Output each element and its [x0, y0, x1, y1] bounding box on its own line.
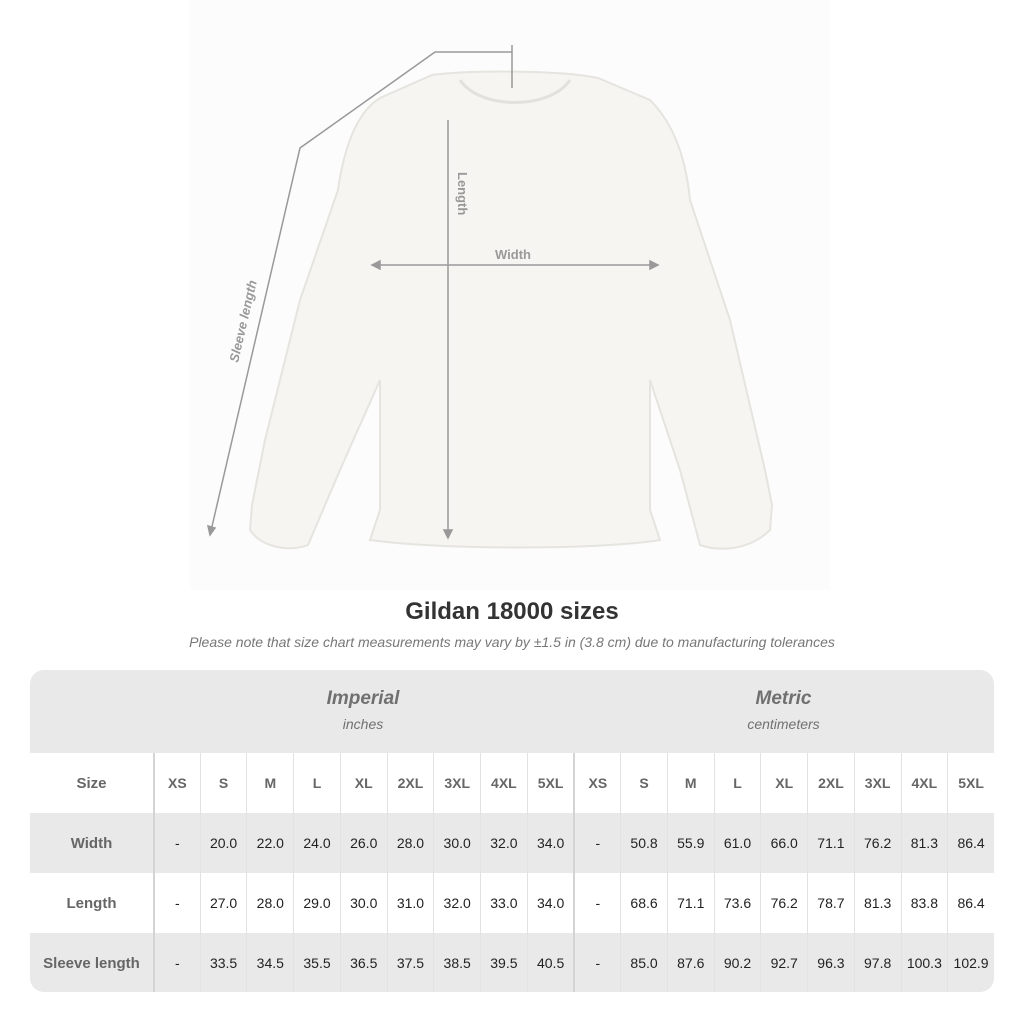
value-cell: 29.0 [293, 873, 340, 933]
value-cell: 68.6 [620, 873, 667, 933]
value-cell: 30.0 [433, 813, 480, 873]
value-cell: 73.6 [713, 873, 761, 933]
value-cell: 86.4 [947, 873, 994, 933]
value-cell: - [153, 933, 200, 992]
size-header-cell: 5XL [947, 753, 994, 813]
value-cell: 71.1 [666, 873, 714, 933]
value-cell: 81.3 [853, 873, 901, 933]
row-label: Width [70, 834, 113, 852]
value-cell: 20.0 [199, 813, 247, 873]
value-cell: 50.8 [620, 813, 667, 873]
value-cell: 28.0 [246, 873, 293, 933]
size-header-cell: XS [573, 753, 620, 813]
value-cell: 30.0 [339, 873, 387, 933]
imperial-unit: inches [342, 716, 384, 732]
value-cell: 24.0 [293, 813, 340, 873]
value-cell: 76.2 [760, 873, 807, 933]
size-header-cell: S [620, 753, 667, 813]
value-cell: 32.0 [433, 873, 480, 933]
value-cell: 27.0 [199, 873, 247, 933]
size-header-cell: 2XL [807, 753, 854, 813]
size-header-cell: 2XL [386, 753, 434, 813]
value-cell: 83.8 [900, 873, 948, 933]
metric-header: Metric centimeters [573, 688, 994, 732]
value-cell: 78.7 [807, 873, 854, 933]
size-header-cell: 3XL [433, 753, 480, 813]
size-header-cell: XS [153, 753, 200, 813]
value-cell: 34.5 [246, 933, 293, 992]
value-cell: 61.0 [713, 813, 761, 873]
value-cell: - [573, 813, 620, 873]
value-cell: 33.0 [480, 873, 527, 933]
size-header-cell: M [246, 753, 293, 813]
value-cell: 96.3 [807, 933, 854, 992]
metric-title: Metric [755, 688, 812, 709]
value-cell: 102.9 [947, 933, 994, 992]
imperial-header: Imperial inches [153, 688, 573, 732]
value-cell: 26.0 [339, 813, 387, 873]
value-cell: 28.0 [386, 813, 434, 873]
value-cell: 39.5 [480, 933, 527, 992]
value-cell: - [153, 873, 200, 933]
value-cell: 40.5 [526, 933, 574, 992]
table-row: Width -20.0 22.0 24.0 26.0 28.0 30.0 32.0 34.0-5… [30, 813, 994, 873]
size-header-cell: 4XL [480, 753, 527, 813]
tolerance-note: Please note that size chart measurements… [189, 634, 835, 650]
row-label: Size [76, 774, 107, 792]
size-table: Imperial inches Metric centimeters Size X… [30, 670, 994, 992]
value-cell: 33.5 [199, 933, 247, 992]
width-label: Width [495, 247, 531, 262]
value-cell: 90.2 [713, 933, 761, 992]
page-title: Gildan 18000 sizes [405, 598, 619, 625]
value-cell: - [153, 813, 200, 873]
value-cell: 38.5 [433, 933, 480, 992]
size-header-cell: 4XL [900, 753, 948, 813]
table-row: Length -27.0 28.0 29.0 30.0 31.0 32.0 33.0 34.0-… [30, 873, 994, 933]
size-header-cell: 5XL [526, 753, 574, 813]
sweatshirt-illustration: Length Width Sleeve length [206, 45, 774, 550]
value-cell: 22.0 [246, 813, 293, 873]
value-cell: 81.3 [900, 813, 948, 873]
size-header-cell: XL [760, 753, 807, 813]
value-cell: 100.3 [900, 933, 948, 992]
sweatshirt-shape [248, 70, 774, 550]
length-label: Length [455, 172, 470, 215]
value-cell: 85.0 [620, 933, 667, 992]
size-header-cell: XL [339, 753, 387, 813]
value-cell: - [573, 873, 620, 933]
value-cell: 55.9 [666, 813, 714, 873]
size-header-cell: L [293, 753, 340, 813]
value-cell: 36.5 [339, 933, 387, 992]
value-cell: 34.0 [526, 873, 574, 933]
value-cell: 35.5 [293, 933, 340, 992]
table-row: Sleeve length -33.5 34.5 35.5 36.5 37.5 38.5 39… [30, 933, 994, 992]
row-label: Length [66, 894, 117, 912]
value-cell: 86.4 [947, 813, 994, 873]
value-cell: 66.0 [760, 813, 807, 873]
value-cell: 34.0 [526, 813, 574, 873]
value-cell: 97.8 [853, 933, 901, 992]
value-cell: 37.5 [386, 933, 434, 992]
row-label: Sleeve length [43, 954, 140, 972]
value-cell: 76.2 [853, 813, 901, 873]
value-cell: 71.1 [807, 813, 854, 873]
metric-unit: centimeters [747, 716, 820, 732]
size-header-row: Size XS S M L XL 2XL 3XL 4XL 5XL XS S M L XL 2XL 3XL 4XL 5… [30, 753, 994, 813]
size-header-cell: 3XL [853, 753, 901, 813]
size-header-cell: L [713, 753, 761, 813]
size-header-cell: M [666, 753, 714, 813]
value-cell: 87.6 [666, 933, 714, 992]
size-header-cell: S [199, 753, 247, 813]
value-cell: 31.0 [386, 873, 434, 933]
imperial-title: Imperial [326, 688, 400, 709]
value-cell: 92.7 [760, 933, 807, 992]
value-cell: - [573, 933, 620, 992]
value-cell: 32.0 [480, 813, 527, 873]
